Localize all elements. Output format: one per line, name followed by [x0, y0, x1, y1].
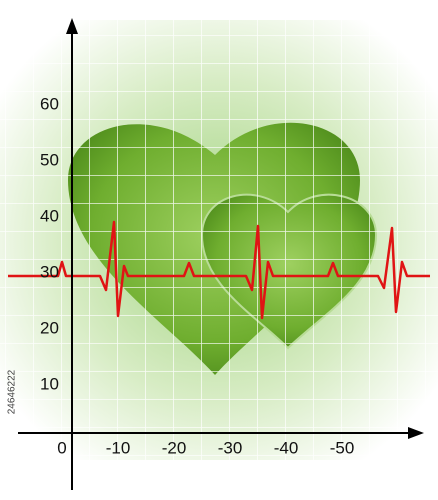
x-label: -20 — [162, 438, 187, 457]
watermark: 24646222 — [7, 369, 18, 414]
x-label: -30 — [218, 438, 243, 457]
x-label: -40 — [274, 438, 299, 457]
y-label: 20 — [40, 318, 59, 337]
y-label: 30 — [40, 262, 59, 281]
y-label: 60 — [40, 94, 59, 113]
x-label: -10 — [106, 438, 131, 457]
y-axis-arrow — [66, 18, 78, 34]
y-label: 40 — [40, 206, 59, 225]
grid — [0, 20, 438, 460]
x-axis-arrow — [408, 427, 424, 439]
x-label: -50 — [330, 438, 355, 457]
ecg-line — [8, 220, 430, 320]
x-label: 0 — [57, 438, 66, 457]
y-label: 10 — [40, 374, 59, 393]
y-label: 50 — [40, 150, 59, 169]
